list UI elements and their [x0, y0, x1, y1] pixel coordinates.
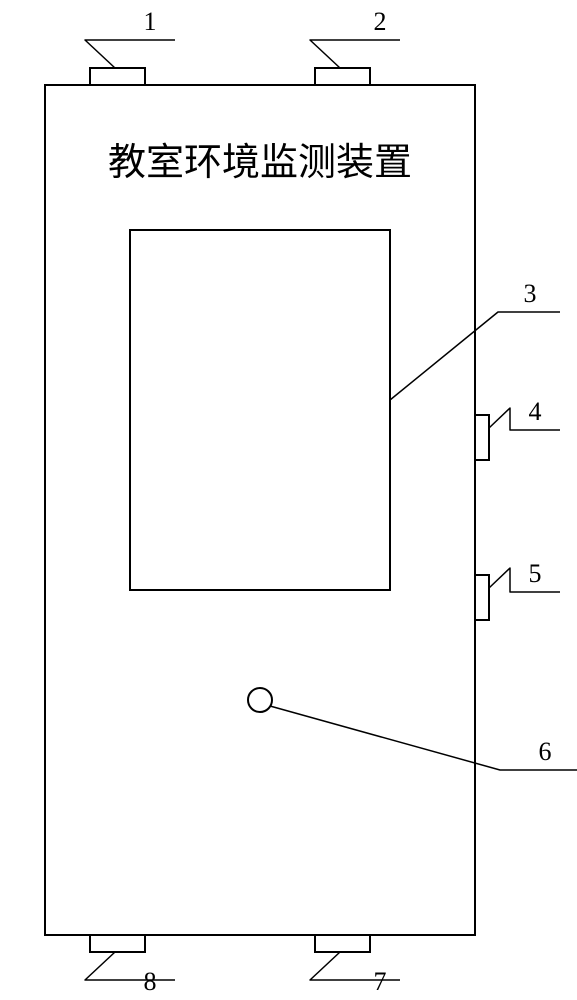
callout-3: 3: [524, 279, 537, 308]
tab-right-upper: [475, 415, 489, 460]
device-body: [45, 85, 475, 935]
tab-top-left: [90, 68, 145, 85]
callout-8: 8: [144, 967, 157, 996]
leader-2: [310, 40, 400, 68]
callout-6: 6: [539, 737, 552, 766]
tab-right-lower: [475, 575, 489, 620]
callout-1: 1: [144, 7, 157, 36]
indicator-led: [248, 688, 272, 712]
tab-top-right: [315, 68, 370, 85]
leader-6: [270, 706, 577, 770]
leader-5: [489, 568, 560, 592]
tab-bottom-right: [315, 935, 370, 952]
screen-panel: [130, 230, 390, 590]
leader-4: [489, 408, 560, 430]
leader-1: [85, 40, 175, 68]
leader-8: [85, 952, 175, 980]
tab-bottom-left: [90, 935, 145, 952]
callout-5: 5: [529, 559, 542, 588]
callout-2: 2: [374, 7, 387, 36]
device-title: 教室环境监测装置: [108, 142, 412, 184]
device-diagram: 教室环境监测装置 1 2 3 4 5 6 7 8: [0, 0, 577, 1000]
callout-7: 7: [374, 967, 387, 996]
leader-7: [310, 952, 400, 980]
callout-4: 4: [529, 397, 542, 426]
